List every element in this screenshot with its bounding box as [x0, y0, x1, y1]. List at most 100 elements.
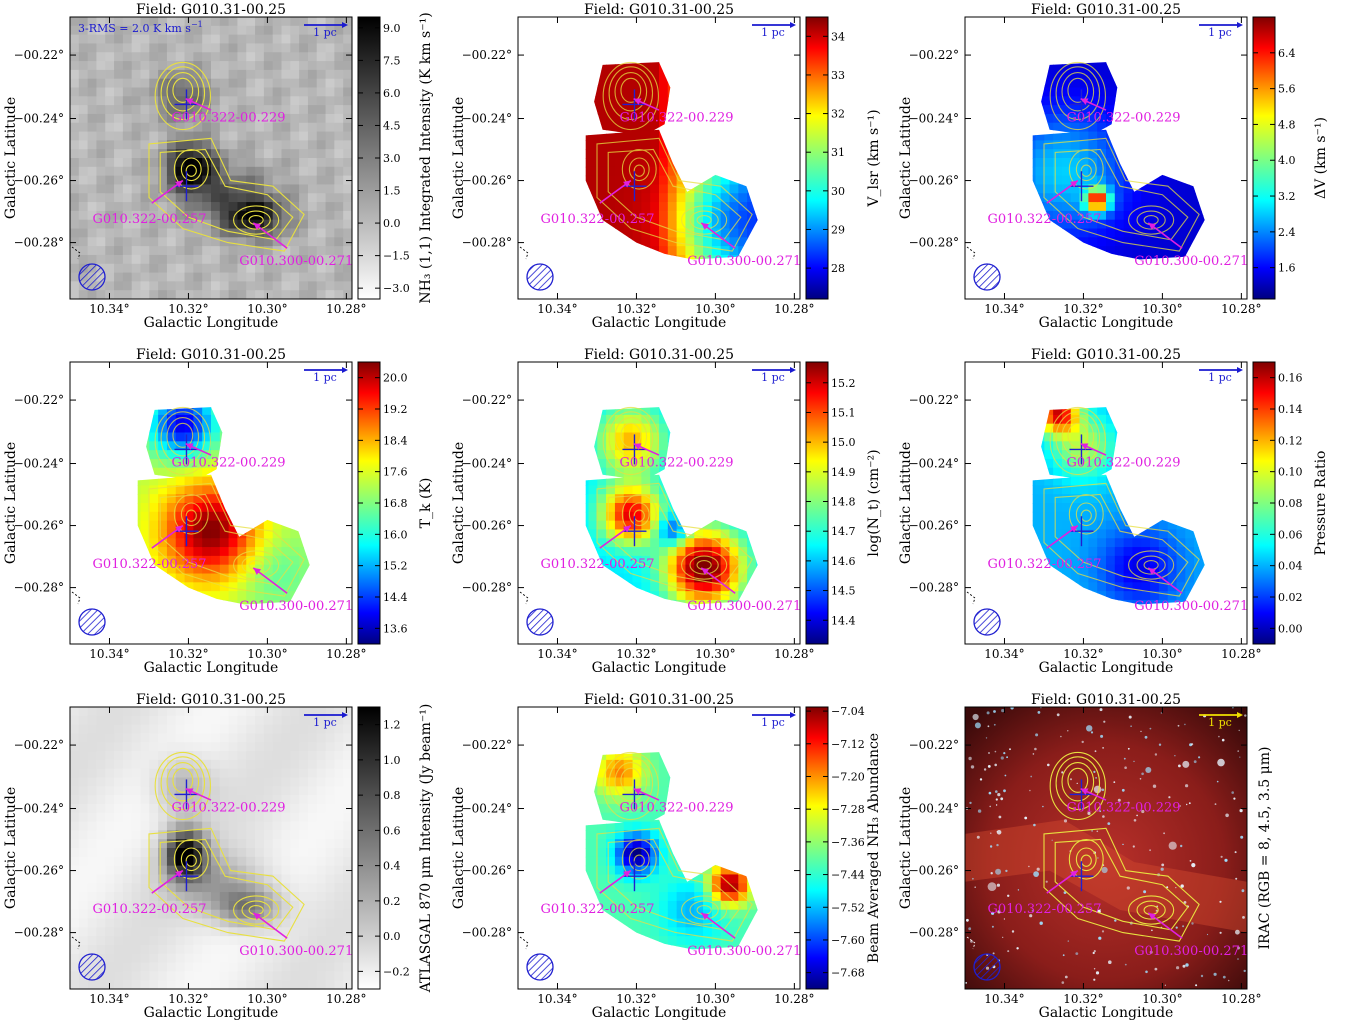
- x-axis-label: Galactic Longitude: [144, 1005, 279, 1021]
- y-tick-label: −00.22°: [909, 393, 959, 407]
- y-axis-label: Galactic Latitude: [3, 97, 19, 219]
- y-tick-label: −00.26°: [909, 519, 959, 533]
- y-tick-label: −00.24°: [909, 457, 959, 471]
- source-label: G010.322-00.229: [1067, 800, 1181, 815]
- colorbar-tick-label: −7.20: [831, 770, 865, 783]
- beam-ellipse: [526, 263, 554, 291]
- source-marker: [1147, 222, 1183, 249]
- map-frame: [517, 706, 801, 990]
- x-axis-label: Galactic Longitude: [1039, 660, 1174, 676]
- y-tick-label: −00.26°: [14, 519, 64, 533]
- x-tick-label: 10.34°: [984, 302, 1024, 316]
- source-label: G010.322-00.229: [172, 455, 286, 470]
- arrow-head: [175, 525, 183, 533]
- map-image: [965, 362, 1247, 644]
- source-label: G010.322-00.257: [988, 557, 1102, 572]
- colorbar-tick-label: 0.2: [383, 895, 401, 908]
- x-tick-label: 10.34°: [537, 302, 577, 316]
- source-marker: [1046, 524, 1079, 549]
- scalebar-head: [1237, 712, 1243, 718]
- y-tick-label: −00.22°: [462, 393, 512, 407]
- colorbar-label: T_k (K): [418, 478, 434, 529]
- contours: [596, 406, 753, 597]
- source-label: G010.300-00.271: [1134, 599, 1248, 614]
- source-label: G010.300-00.271: [687, 599, 801, 614]
- colorbar-tick-label: 0.04: [1278, 560, 1303, 573]
- source-label: G010.322-00.229: [620, 800, 734, 815]
- y-tick-label: −00.24°: [462, 112, 512, 126]
- source-label: G010.322-00.229: [172, 110, 286, 125]
- colorbar-tick-label: 0.16: [1278, 372, 1303, 385]
- panel-title: Field: G010.31-00.25: [136, 692, 286, 708]
- x-tick-label: 10.28°: [326, 302, 366, 316]
- colorbar-tick-label: 13.6: [383, 622, 408, 635]
- source-label: G010.322-00.257: [988, 212, 1102, 227]
- y-axis-label: Galactic Latitude: [451, 97, 467, 219]
- arrow-head: [1080, 788, 1089, 795]
- source-marker: [1080, 98, 1107, 111]
- colorbar-tick-label: 0.00: [1278, 622, 1303, 635]
- contours: [148, 751, 305, 942]
- source-arrow: [252, 912, 288, 939]
- colorbar-tick-label: 14.9: [831, 466, 856, 479]
- x-tick-label: 10.34°: [537, 992, 577, 1006]
- y-axis-label: Galactic Latitude: [3, 787, 19, 909]
- panel-title: Field: G010.31-00.25: [584, 692, 734, 708]
- y-tick-label: −00.24°: [909, 802, 959, 816]
- source-marker: [1147, 912, 1183, 939]
- contours: [148, 61, 305, 252]
- x-axis-label: Galactic Longitude: [1039, 315, 1174, 331]
- panel-vlsr: Field: G010.31-00.25 G010.322-00.229 G010.…: [451, 2, 882, 331]
- colorbar-tick-label: 1.0: [383, 754, 401, 767]
- x-tick-label: 10.30°: [1142, 302, 1182, 316]
- source-label: G010.300-00.271: [1134, 944, 1248, 959]
- beam-indicator: [71, 246, 81, 260]
- colorbar-tick-label: −7.68: [831, 967, 865, 980]
- beam-indicator: [966, 936, 976, 950]
- source-label: G010.300-00.271: [687, 254, 801, 269]
- x-axis-label: Galactic Longitude: [592, 660, 727, 676]
- x-tick-label: 10.32°: [168, 647, 208, 661]
- colorbar-label: Beam Averaged NH₃ Abundance: [866, 733, 882, 963]
- colorbar-tick-label: 5.6: [1278, 83, 1296, 96]
- arrow-head: [633, 98, 642, 105]
- colorbar-label: log(N_t) (cm⁻²): [866, 449, 882, 556]
- y-tick-label: −00.28°: [14, 926, 64, 940]
- source-label: G010.322-00.229: [1067, 455, 1181, 470]
- source-arrow: [700, 222, 736, 249]
- x-tick-label: 10.28°: [1221, 302, 1261, 316]
- arrow-head: [1070, 525, 1078, 533]
- arrow-head: [253, 567, 261, 575]
- beam-indicator: [519, 936, 529, 950]
- x-tick-label: 10.32°: [1063, 992, 1103, 1006]
- y-axis-label: Galactic Latitude: [898, 787, 914, 909]
- contours: [148, 406, 305, 597]
- source-arrow: [700, 567, 736, 594]
- contours: [1043, 406, 1200, 597]
- map-frame: [69, 16, 353, 300]
- x-tick-label: 10.30°: [695, 992, 735, 1006]
- map-frame: [517, 16, 801, 300]
- source-marker: [599, 524, 632, 549]
- x-tick-label: 10.30°: [247, 647, 287, 661]
- panel-atlasgal: Field: G010.31-00.25 G010.322-00.229 G010.…: [3, 692, 434, 1021]
- scalebar-head: [790, 367, 796, 373]
- x-tick-label: 10.28°: [326, 647, 366, 661]
- colorbar-tick-label: −3.0: [383, 282, 410, 295]
- panel-column-density: Field: G010.31-00.25 G010.322-00.229 G010.…: [451, 347, 882, 676]
- colorbar-tick-label: 0.0: [383, 930, 401, 943]
- source-label: G010.322-00.257: [541, 212, 655, 227]
- x-tick-label: 10.30°: [1142, 647, 1182, 661]
- y-axis-label: Galactic Latitude: [898, 97, 914, 219]
- source-label: G010.300-00.271: [239, 599, 353, 614]
- beam-ellipse: [973, 953, 1001, 981]
- y-tick-label: −00.26°: [462, 519, 512, 533]
- colorbar-tick-label: 0.02: [1278, 591, 1303, 604]
- x-tick-label: 10.34°: [89, 647, 129, 661]
- x-axis-label: Galactic Longitude: [592, 1005, 727, 1021]
- y-axis-label: Galactic Latitude: [898, 442, 914, 564]
- x-tick-label: 10.28°: [326, 992, 366, 1006]
- source-marker: [185, 443, 212, 456]
- x-tick-label: 10.28°: [1221, 647, 1261, 661]
- y-tick-label: −00.22°: [14, 48, 64, 62]
